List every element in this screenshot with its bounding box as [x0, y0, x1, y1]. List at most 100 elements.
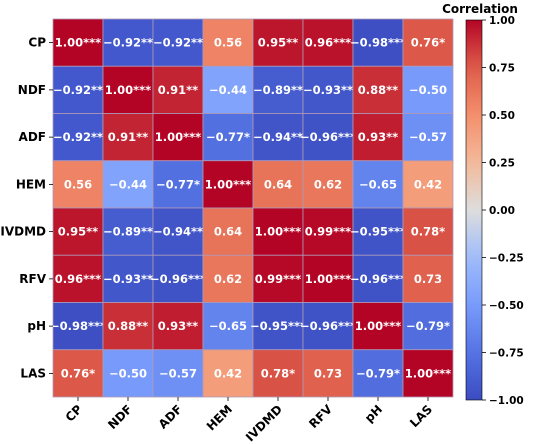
heatmap-cell: [202, 160, 254, 209]
heatmap-cell: [152, 113, 204, 162]
cell-annotation: 0.76*: [61, 366, 95, 380]
heatmap-cell: [252, 160, 304, 209]
cell-annotation: −0.95***: [250, 319, 306, 333]
y-axis-ticks: CP NDF ADF HEM IVDMD RFV pH LAS: [0, 36, 53, 380]
cell-annotation: 0.93**: [358, 130, 398, 144]
cell-annotation: 0.64: [214, 225, 242, 239]
heatmap-cell: [152, 254, 204, 303]
heatmap-cell: [352, 207, 404, 256]
cell-annotation: −0.92**: [153, 36, 203, 50]
heatmap-cell: [302, 18, 354, 67]
cell-annotation: −0.96***: [350, 272, 406, 286]
cell-annotation: −0.65: [359, 177, 397, 191]
heatmap-cell: [302, 302, 354, 351]
x-tick-label: IVDMD: [243, 402, 285, 444]
heatmap-cell: [102, 65, 154, 114]
heatmap-cell: [152, 302, 204, 351]
heatmap-cell: [402, 65, 454, 114]
heatmap-cell: [252, 207, 304, 256]
cell-annotation: 0.42: [414, 177, 442, 191]
heatmap-cell: [402, 254, 454, 303]
cell-annotation: 0.62: [314, 177, 342, 191]
heatmap-cell: [302, 113, 354, 162]
cell-annotation: 0.95**: [258, 36, 298, 50]
cell-annotation: −0.65: [209, 319, 247, 333]
colorbar-tick-label: 0.00: [489, 205, 515, 217]
cell-annotation: 0.78*: [261, 366, 295, 380]
cell-annotation: −0.94**: [153, 225, 203, 239]
cell-annotation: 0.88**: [358, 83, 398, 97]
colorbar-tick-label: −0.75: [489, 348, 524, 360]
colorbar-tick-label: −1.00: [489, 395, 524, 407]
cell-annotation: −0.79*: [406, 319, 450, 333]
cell-annotation: 0.64: [264, 177, 292, 191]
colorbar-tick-label: −0.25: [489, 253, 524, 265]
heatmap-cell: [252, 254, 304, 303]
cell-annotation: −0.92**: [53, 83, 103, 97]
cell-annotation: −0.57: [159, 366, 197, 380]
cell-annotation: −0.92**: [103, 36, 153, 50]
y-tick-label: NDF: [18, 83, 46, 97]
heatmap-cell: [52, 160, 104, 209]
heatmap-cell: [402, 113, 454, 162]
x-tick-label: RFV: [306, 402, 335, 431]
heatmap-cell: [52, 18, 104, 67]
cell-annotation: 1.00***: [55, 36, 101, 50]
cell-annotation: −0.50: [409, 83, 447, 97]
cell-annotation: 1.00***: [405, 366, 451, 380]
cell-annotation: 1.00***: [155, 130, 201, 144]
cell-annotation: −0.96***: [150, 272, 206, 286]
colorbar-tick-label: 1.00: [489, 15, 515, 27]
cell-annotation: −0.77*: [156, 177, 200, 191]
cell-annotation: 1.00***: [355, 319, 401, 333]
colorbar-gradient: [465, 19, 483, 401]
cell-annotation: 0.56: [64, 177, 92, 191]
cell-annotation: 0.73: [314, 366, 342, 380]
cell-annotation: 0.91**: [158, 83, 198, 97]
colorbar-tick-label: −0.50: [489, 300, 524, 312]
cell-annotation: 1.00***: [255, 225, 301, 239]
x-tick-label: LAS: [407, 402, 435, 430]
x-axis-ticks: CP NDF ADF HEM IVDMD RFV pH LAS: [63, 397, 435, 444]
cell-annotation: −0.96***: [300, 319, 356, 333]
cell-annotation: −0.57: [409, 130, 447, 144]
cell-annotation: −0.93**: [303, 83, 353, 97]
heatmap-cell: [252, 302, 304, 351]
cell-annotation: −0.44: [209, 83, 247, 97]
heatmap-cell: [202, 65, 254, 114]
heatmap-cell: [202, 113, 254, 162]
heatmap-cell: [252, 349, 304, 398]
heatmap-cell: [152, 349, 204, 398]
heatmap-cell: [152, 160, 204, 209]
y-tick-label: CP: [28, 36, 46, 50]
heatmap-cell: [402, 18, 454, 67]
cell-annotation: 0.56: [214, 36, 242, 50]
heatmap-cell: [402, 207, 454, 256]
heatmap-cell: [252, 113, 304, 162]
y-tick-label: IVDMD: [0, 225, 46, 239]
colorbar-title: Correlation: [442, 2, 518, 16]
cell-annotation: 0.99***: [305, 225, 351, 239]
cell-annotation: −0.50: [109, 366, 147, 380]
x-tick-label: HEM: [204, 402, 235, 433]
x-tick-label: NDF: [105, 402, 135, 432]
cell-annotation: −0.89**: [103, 225, 153, 239]
heatmap-cell: [102, 302, 154, 351]
y-tick-label: HEM: [16, 177, 46, 191]
colorbar: Correlation 1.00 0.75 0.50 0.25 0.00 −0.25 −0.…: [442, 2, 524, 407]
colorbar-tick-label: 0.50: [489, 110, 515, 122]
heatmap-cell: [302, 65, 354, 114]
cell-annotation: 0.96***: [305, 36, 351, 50]
x-tick-label: ADF: [156, 402, 185, 431]
heatmap-cell: [52, 302, 104, 351]
cell-annotation: 0.76*: [411, 36, 445, 50]
heatmap-cell: [102, 18, 154, 67]
cell-annotation: −0.77*: [206, 130, 250, 144]
heatmap-cells: 1.00*** −0.92** −0.92** 0.56 0.95** 0.96***−0…: [50, 18, 454, 398]
cell-annotation: −0.89**: [253, 83, 303, 97]
cell-annotation: 0.95**: [58, 225, 98, 239]
y-tick-label: ADF: [19, 130, 46, 144]
heatmap-cell: [202, 207, 254, 256]
cell-annotation: 0.96***: [55, 272, 101, 286]
